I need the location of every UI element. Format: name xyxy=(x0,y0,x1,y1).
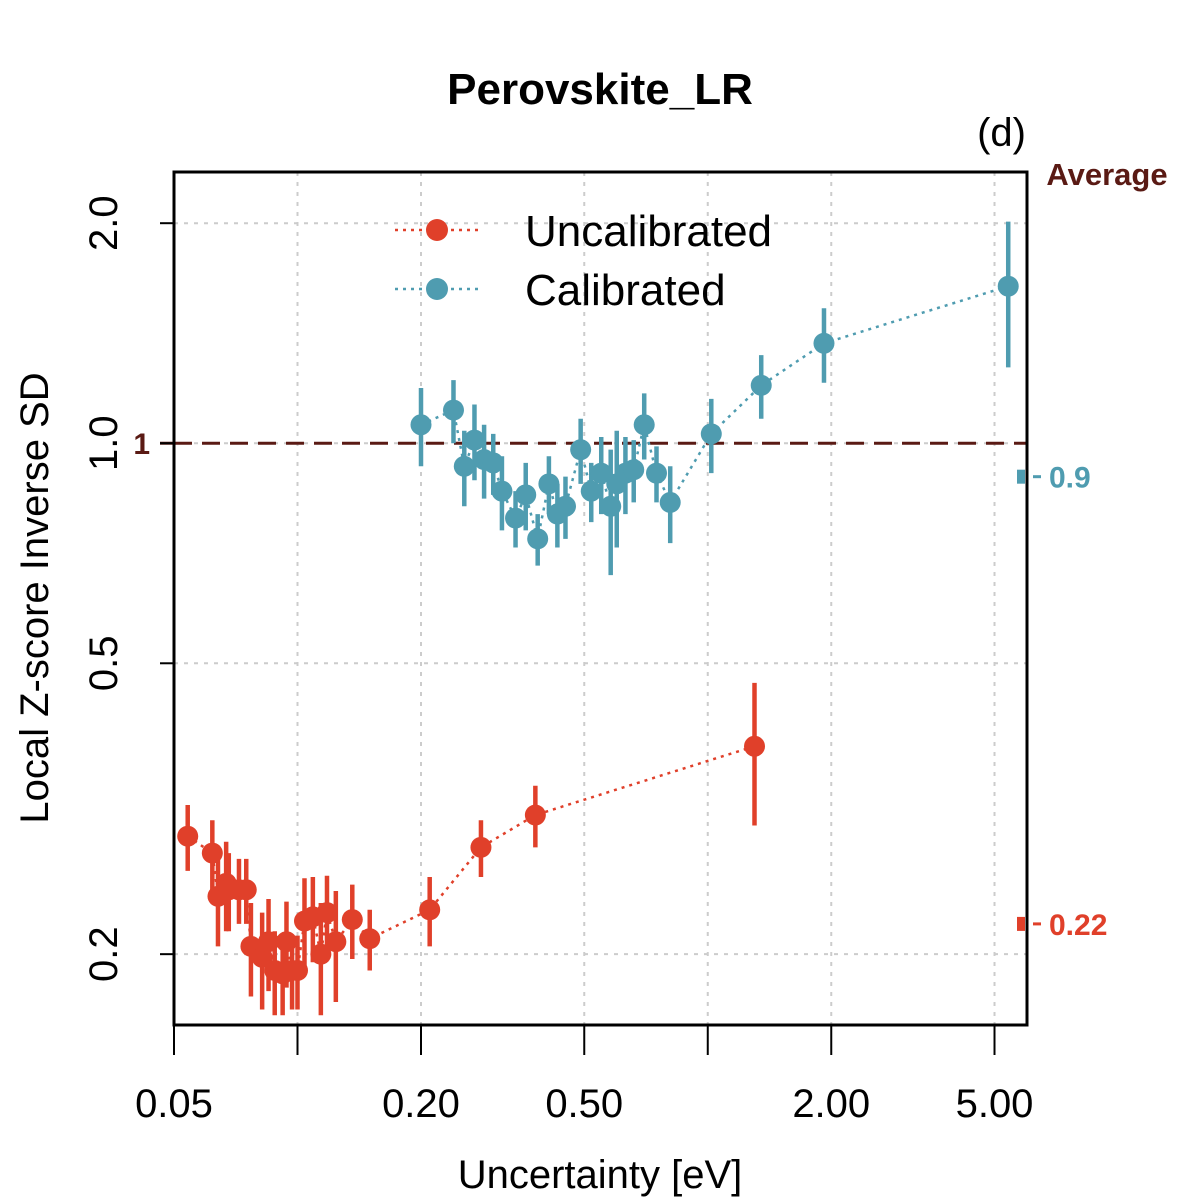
y-tick-label: 1.0 xyxy=(82,415,126,471)
data-point xyxy=(633,414,655,436)
data-point xyxy=(442,399,464,421)
data-point xyxy=(700,423,722,445)
data-point xyxy=(201,842,223,864)
data-point xyxy=(286,959,308,981)
data-point xyxy=(813,332,835,354)
y-tick-label: 0.2 xyxy=(82,926,126,982)
series-uncalibrated xyxy=(177,682,766,1016)
series-layer xyxy=(177,221,1019,1016)
legend-marker-uncalibrated xyxy=(426,219,448,241)
data-point xyxy=(325,931,347,953)
panel-label: (d) xyxy=(977,111,1026,155)
data-point xyxy=(505,507,527,529)
y-axis-label: Local Z-score Inverse SD xyxy=(13,372,57,823)
legend-label-uncalibrated: Uncalibrated xyxy=(525,207,772,256)
data-point xyxy=(235,879,257,901)
average-markers: 0.22 0.9 xyxy=(1017,462,1107,942)
data-point xyxy=(646,462,668,484)
data-point xyxy=(463,429,485,451)
data-point xyxy=(997,275,1019,297)
chart-title: Perovskite_LR xyxy=(447,65,753,114)
series-calibrated xyxy=(410,221,1019,576)
data-point xyxy=(527,528,549,550)
legend: Uncalibrated Calibrated xyxy=(395,207,772,315)
x-tick-label: 5.00 xyxy=(956,1082,1034,1126)
data-point xyxy=(419,899,441,921)
reference-line-label: 1 xyxy=(133,428,150,461)
data-point xyxy=(515,484,537,506)
x-axis-label: Uncertainty [eV] xyxy=(458,1153,743,1197)
average-marker-calibrated xyxy=(1017,469,1025,484)
data-point xyxy=(524,804,546,826)
data-point xyxy=(580,480,602,502)
data-point xyxy=(659,491,681,513)
y-tick-label: 2.0 xyxy=(82,195,126,251)
legend-marker-calibrated xyxy=(426,278,448,300)
data-point xyxy=(491,480,513,502)
data-point xyxy=(341,909,363,931)
data-point xyxy=(750,374,772,396)
x-tick-label: 0.50 xyxy=(545,1082,623,1126)
average-marker-uncalibrated xyxy=(1017,916,1025,931)
data-point xyxy=(316,902,338,924)
average-value-uncalibrated: 0.22 xyxy=(1049,909,1107,942)
data-point xyxy=(453,455,475,477)
data-point xyxy=(275,931,297,953)
x-tick-label: 0.05 xyxy=(135,1082,213,1126)
data-point xyxy=(410,414,432,436)
x-tick-label: 0.20 xyxy=(382,1082,460,1126)
x-tick-label: 2.00 xyxy=(792,1082,870,1126)
average-header: Average xyxy=(1046,157,1167,192)
data-point xyxy=(258,931,280,953)
data-point xyxy=(590,462,612,484)
average-value-calibrated: 0.9 xyxy=(1049,462,1091,495)
data-point xyxy=(177,825,199,847)
data-point xyxy=(623,459,645,481)
data-point xyxy=(600,495,622,517)
data-point xyxy=(310,943,332,965)
y-tick-label: 0.5 xyxy=(82,635,126,691)
data-point xyxy=(554,495,576,517)
series-line xyxy=(420,285,1009,540)
plot-frame xyxy=(172,170,1029,1027)
data-point xyxy=(359,928,381,950)
data-point xyxy=(744,735,766,757)
data-point xyxy=(482,452,504,474)
data-point xyxy=(538,473,560,495)
data-point xyxy=(470,836,492,858)
legend-label-calibrated: Calibrated xyxy=(525,266,726,315)
data-point xyxy=(570,439,592,461)
axes: 0.05 0.20 0.50 2.00 5.00 0.2 0.5 1.0 2.0 xyxy=(82,195,1033,1126)
